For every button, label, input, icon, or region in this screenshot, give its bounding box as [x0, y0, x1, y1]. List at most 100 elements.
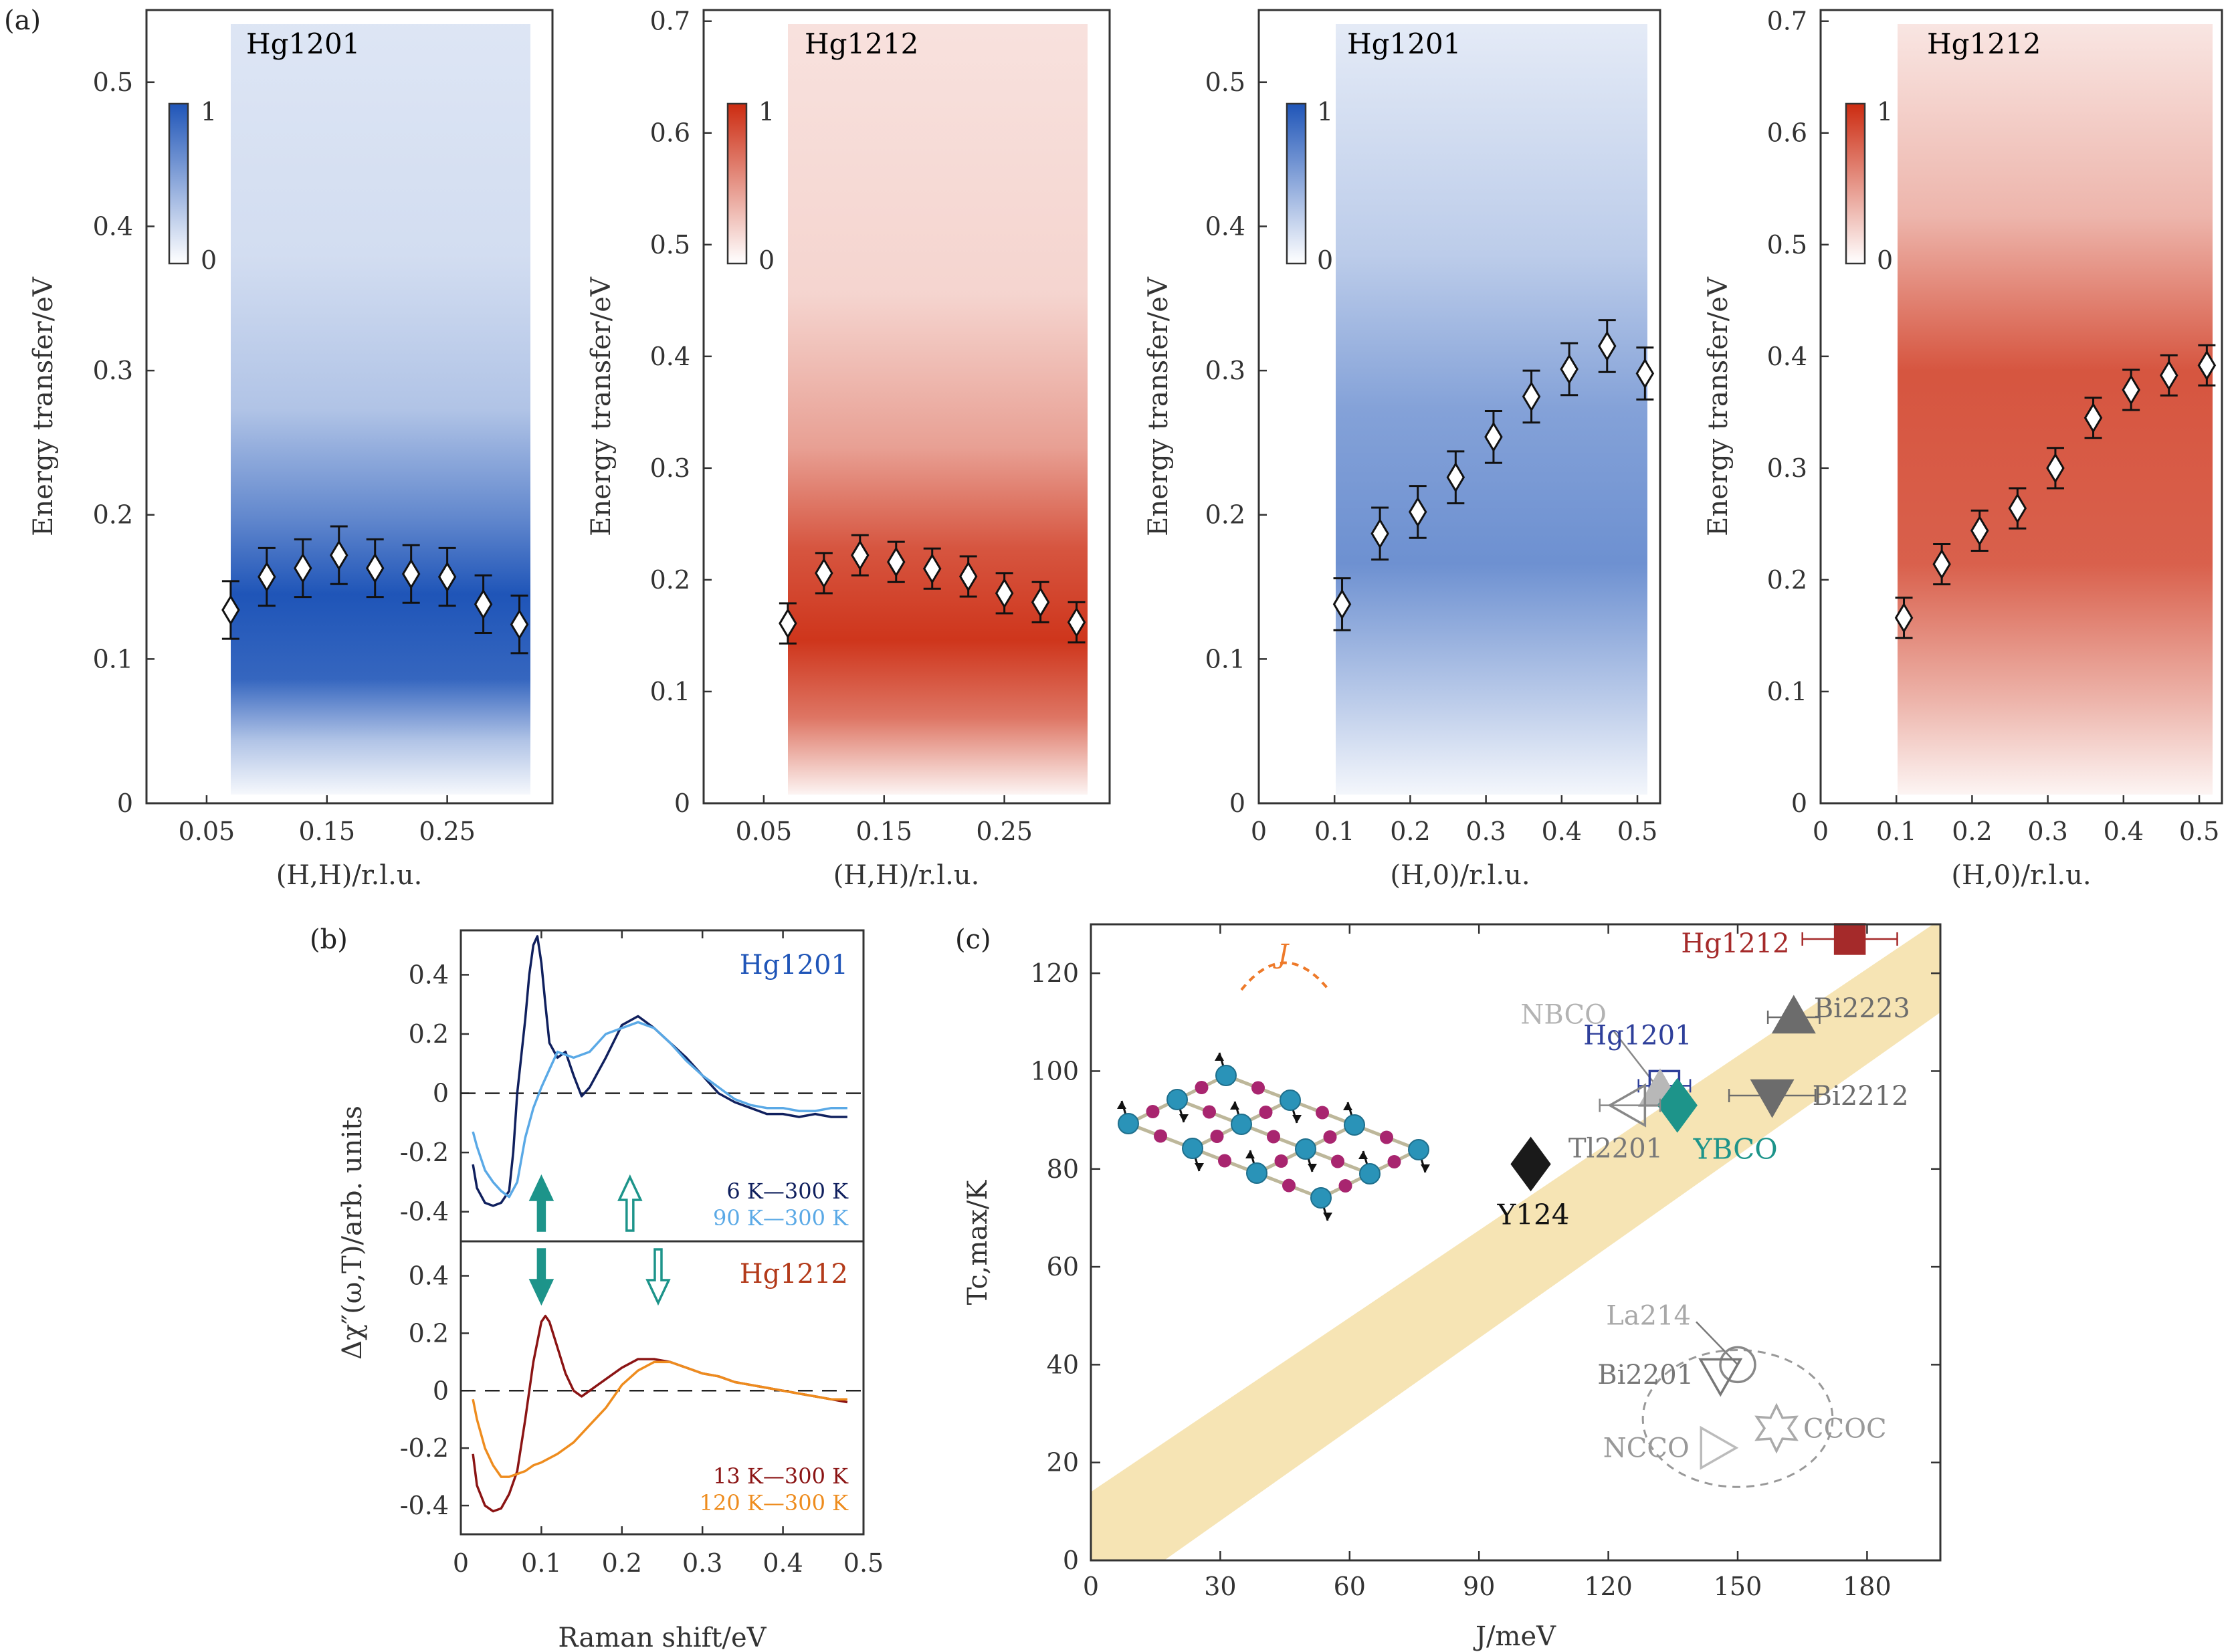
x-tick-label: 0.25 — [976, 817, 1033, 846]
data-point — [294, 552, 312, 584]
y-tick-label: 0.4 — [409, 960, 449, 989]
oxygen-atom — [1259, 1106, 1273, 1119]
data-point — [401, 558, 421, 590]
x-tick-label: 0.05 — [179, 817, 235, 846]
feature-arrow — [528, 1174, 554, 1232]
panel-a1: Hg1201 1 0 00.10.20.30.40.50.05 0.15 0.25 … — [28, 9, 554, 891]
spin-arrow-head — [1179, 1114, 1189, 1122]
series-line — [472, 1360, 847, 1478]
y-tick-label: 0.2 — [1205, 500, 1245, 530]
spin-arrow-head — [1230, 1102, 1239, 1110]
x-axis-label-a4: (H,0)/r.l.u. — [1951, 860, 2091, 891]
data-point — [815, 557, 833, 589]
data-point — [2008, 493, 2027, 524]
colorbar-max-label: 1 — [1877, 97, 1893, 126]
y-tick-label: 100 — [1030, 1056, 1079, 1086]
data-point — [2046, 452, 2065, 484]
data-point — [2122, 375, 2140, 405]
marker-bi2212 — [1750, 1079, 1795, 1118]
y-tick-label: 60 — [1047, 1252, 1079, 1281]
oxygen-atom — [1323, 1130, 1337, 1144]
y-tick-label: 0.6 — [650, 118, 690, 148]
panel-a3: Hg1201 1 0 0 0.1 0.2 0.3 0.4 0.5 0 0.1 0.2 0.3 0.4… — [1143, 9, 1661, 891]
colorbar-min-label: 0 — [1877, 245, 1893, 275]
y-tick-label: 0.2 — [93, 500, 133, 530]
exchange-label: J — [1273, 939, 1290, 970]
legend-6k: 6 K—300 K — [726, 1178, 849, 1204]
panel-title-b-top: Hg1201 — [740, 950, 848, 980]
y-tick-label: 0.1 — [650, 677, 690, 706]
marker-la214 — [1719, 1346, 1756, 1384]
lattice-inset — [1117, 1052, 1430, 1221]
copper-atom — [1295, 1138, 1316, 1160]
colorbar-min-label: 0 — [758, 245, 775, 275]
spin-arrow-head — [1195, 1163, 1204, 1171]
x-tick-label: 0 — [1813, 817, 1829, 846]
legend-13k: 13 K—300 K — [713, 1463, 849, 1489]
copper-atom — [1246, 1162, 1267, 1184]
oxygen-atom — [1154, 1129, 1167, 1143]
colorbar-a1 — [168, 102, 189, 265]
spin-arrow-head — [1308, 1164, 1317, 1172]
data-point — [779, 608, 797, 639]
x-axis-label-b: Raman shift/eV — [558, 1623, 767, 1652]
marker-bi2201 — [1698, 1358, 1743, 1397]
spin-arrow-head — [1323, 1213, 1332, 1221]
data-point — [365, 552, 385, 584]
y-tick-label: 40 — [1047, 1350, 1079, 1379]
x-axis-label-a1: (H,H)/r.l.u. — [276, 860, 423, 891]
panel-title-a3: Hg1201 — [1347, 27, 1461, 60]
y-tick-label: 0.5 — [93, 68, 133, 97]
y-tick-label: 0.5 — [1767, 230, 1807, 260]
copper-atom — [1166, 1089, 1188, 1110]
y-tick-label: 0.1 — [1205, 644, 1245, 674]
marker-hg1212 — [1833, 923, 1866, 955]
data-point — [221, 595, 240, 625]
data-point — [1598, 330, 1617, 362]
point-label: NBCO — [1520, 1000, 1607, 1031]
point-label: Y124 — [1497, 1198, 1570, 1231]
data-point — [1560, 354, 1579, 385]
panel-a4: Hg1212 1 0 0 0.1 0.2 0.3 0.4 0.5 0.6 0.7 0 0.1 0.2… — [1703, 7, 2223, 891]
copper-atom — [1310, 1187, 1332, 1209]
x-tick-label: 0.1 — [1876, 817, 1916, 846]
y-tick-label: -0.2 — [400, 1138, 449, 1167]
oxygen-atom — [1274, 1154, 1288, 1168]
frame-b — [460, 929, 865, 1536]
x-tick-label: 30 — [1204, 1572, 1236, 1601]
feature-arrow — [528, 1248, 554, 1306]
y-tick-label: 0.5 — [1205, 68, 1245, 97]
copper-atom — [1182, 1138, 1203, 1159]
copper-atom — [1215, 1065, 1237, 1086]
point-label: Hg1212 — [1681, 928, 1789, 959]
data-point — [1484, 421, 1503, 453]
colorbar-a2 — [726, 102, 748, 265]
data-point — [851, 540, 870, 571]
data-point — [922, 553, 942, 585]
panel-title-a2: Hg1212 — [805, 27, 918, 60]
point-label: CCOC — [1803, 1413, 1887, 1444]
plot-area — [1091, 924, 1940, 1560]
x-tick-label: 0.1 — [521, 1548, 561, 1578]
data-point — [1970, 515, 1989, 546]
x-tick-label: 0 — [1083, 1572, 1099, 1601]
oxygen-atom — [1338, 1179, 1352, 1193]
x-axis-label-c: J/meV — [1473, 1621, 1556, 1652]
x-tick-label: 0.5 — [2179, 817, 2219, 846]
y-tick-label: 0.2 — [1767, 565, 1807, 595]
y-axis-label-c: Tc,max/K — [962, 1180, 993, 1306]
copper-atom — [1344, 1114, 1365, 1136]
oxygen-atom — [1331, 1154, 1344, 1168]
point-label: YBCO — [1693, 1133, 1778, 1166]
spin-arrow-head — [1421, 1164, 1430, 1172]
frame-c — [1090, 923, 1942, 1562]
dashed-circle — [1641, 1348, 1834, 1488]
legend-120k: 120 K—300 K — [700, 1490, 849, 1516]
x-tick-label: 0 — [1251, 817, 1267, 846]
data-point — [437, 561, 457, 593]
panel-title-a1: Hg1201 — [246, 27, 360, 60]
spin-arrow-head — [1343, 1102, 1352, 1110]
y-tick-label: 0.1 — [93, 644, 133, 674]
x-tick-label: 0.2 — [1390, 817, 1430, 846]
marker-ybco — [1657, 1077, 1698, 1133]
